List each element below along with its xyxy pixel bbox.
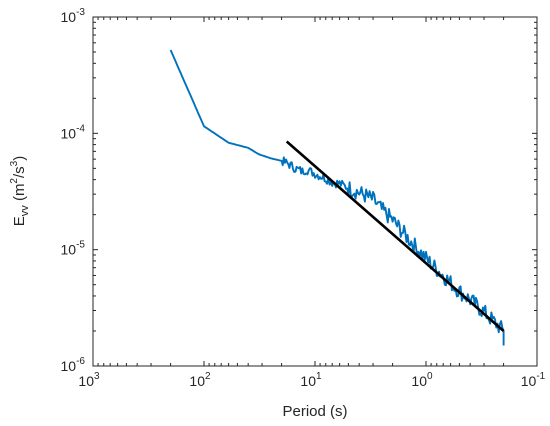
y-axis-title: Evv (m2/s3) <box>9 156 31 226</box>
x-tick-label: 100 <box>411 371 433 389</box>
y-tick-label: 10-5 <box>61 240 86 258</box>
y-tick-label: 10-3 <box>61 7 86 25</box>
x-tick-label: 103 <box>78 371 100 389</box>
y-axis-title-sup-2: 3 <box>9 160 20 166</box>
y-axis-title-units-mid: /s <box>11 166 28 178</box>
y-tick-label: 10-6 <box>61 356 86 374</box>
y-axis-title-units-open: (m <box>11 184 28 206</box>
y-axis-title-units-close: ) <box>11 156 28 161</box>
x-axis-title: Period (s) <box>282 403 347 420</box>
x-tick-label: 10-1 <box>521 371 546 389</box>
plot-area <box>93 17 537 366</box>
y-axis-title-sub: vv <box>19 205 31 217</box>
y-axis-title-base: E <box>11 216 28 226</box>
series-line-2 <box>285 140 505 332</box>
x-tick-label: 101 <box>300 371 322 389</box>
series-line-1 <box>169 49 505 346</box>
y-axis-title-sup-1: 2 <box>9 178 20 184</box>
y-tick-label: 10-4 <box>61 123 86 141</box>
x-tick-label: 102 <box>189 371 211 389</box>
